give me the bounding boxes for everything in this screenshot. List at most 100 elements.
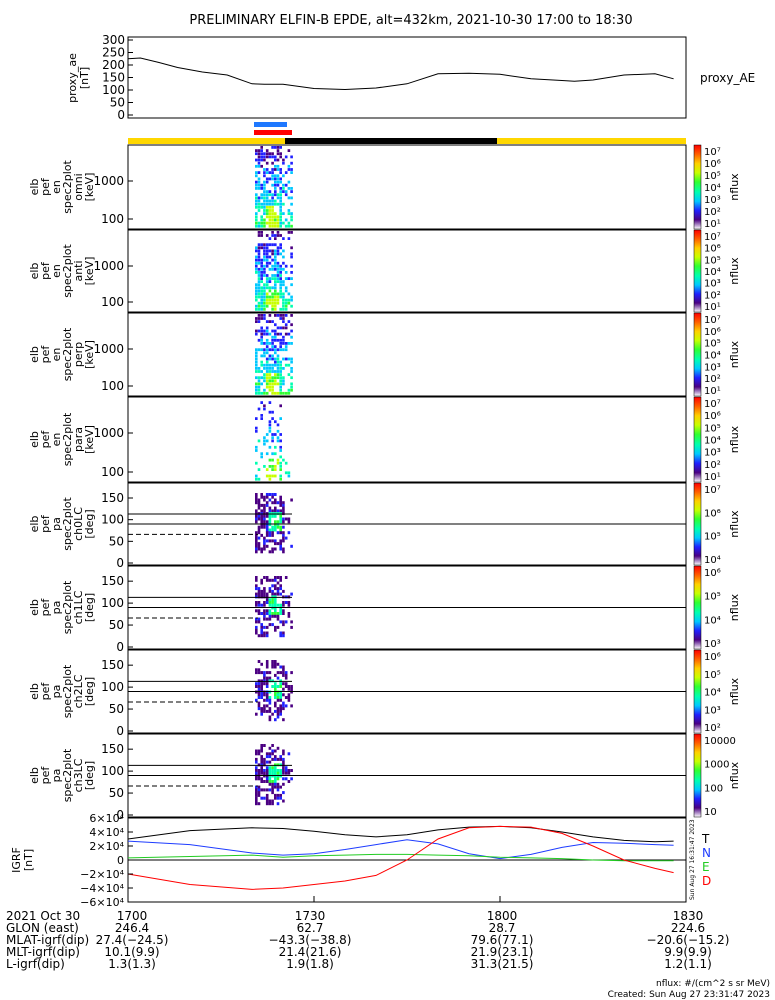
spectrogram-cell bbox=[257, 271, 261, 274]
spectrogram-cell bbox=[260, 332, 263, 336]
spectrogram-cell bbox=[268, 426, 272, 430]
colorbar-tick-label: 10⁶ bbox=[704, 568, 721, 579]
spectrogram-cell bbox=[284, 323, 288, 327]
spectrogram-cell bbox=[279, 592, 282, 596]
spectrogram-cell bbox=[274, 289, 277, 293]
spectrogram-cell bbox=[287, 298, 291, 302]
spectrogram-cell bbox=[271, 495, 274, 499]
spectrogram-cell bbox=[279, 177, 282, 181]
spectrogram-cell bbox=[284, 286, 288, 290]
spectrogram-cell bbox=[268, 598, 272, 602]
spectrogram-cell bbox=[265, 274, 269, 277]
spectrogram-cell bbox=[290, 304, 293, 308]
spectrogram-cell bbox=[260, 520, 263, 524]
spectrogram-cell bbox=[263, 391, 266, 395]
spectrogram-cell bbox=[279, 603, 282, 607]
spectrogram-cell bbox=[279, 212, 282, 215]
spectrogram-cell bbox=[268, 601, 272, 604]
spectrogram-cell bbox=[260, 277, 263, 280]
spectrogram-cell bbox=[271, 370, 274, 373]
spectrogram-cell bbox=[271, 757, 274, 761]
spectrogram-cell bbox=[271, 788, 274, 792]
spectrogram-cell bbox=[260, 314, 263, 317]
spectrogram-cell bbox=[268, 701, 272, 705]
spectrogram-cell bbox=[274, 258, 277, 262]
spectrogram-cell bbox=[282, 693, 285, 697]
spectrogram-cell bbox=[255, 609, 258, 613]
spectrogram-cell bbox=[268, 199, 272, 203]
spectrogram-cell bbox=[271, 382, 274, 386]
spectrogram-cell bbox=[271, 752, 274, 756]
spectrogram-cell bbox=[265, 261, 269, 265]
spectrogram-cell bbox=[284, 771, 288, 775]
spectrogram-cell bbox=[271, 662, 274, 666]
spectrogram-cell bbox=[265, 385, 269, 389]
spectrogram-cell bbox=[260, 414, 263, 417]
spectrogram-cell bbox=[274, 298, 277, 302]
spectrogram-cell bbox=[274, 177, 277, 181]
spectrogram-cell bbox=[276, 617, 280, 621]
spectrogram-cell bbox=[271, 525, 274, 529]
spectrogram-cell bbox=[271, 152, 274, 156]
spectrogram-cell bbox=[271, 215, 274, 219]
spectrogram-cell bbox=[268, 799, 272, 803]
spectrogram-cell bbox=[255, 292, 258, 296]
spectrogram-cell bbox=[268, 746, 272, 750]
spectrogram-cell bbox=[290, 388, 293, 392]
y-label-line: en bbox=[50, 180, 63, 194]
spectrogram-cell bbox=[263, 286, 266, 290]
spectrogram-cell bbox=[268, 373, 272, 376]
spectrogram-cell bbox=[271, 452, 274, 456]
spectrogram-cell bbox=[265, 501, 269, 505]
y-tick-label: 150 bbox=[101, 574, 124, 588]
spectrogram-cell bbox=[268, 509, 272, 513]
spectrogram-cell bbox=[263, 796, 266, 800]
spectrogram-cell bbox=[255, 329, 258, 333]
spectrogram-cell bbox=[263, 704, 266, 708]
spectrogram-cell bbox=[265, 202, 269, 206]
y-label-line: [keV] bbox=[83, 257, 96, 286]
spectrogram-cell bbox=[279, 631, 282, 635]
spectrogram-cell bbox=[255, 631, 258, 635]
spectrogram-cell bbox=[263, 780, 266, 783]
spectrogram-cell bbox=[271, 277, 274, 280]
spectrogram-cell bbox=[282, 749, 285, 753]
spectrogram-cell bbox=[276, 520, 280, 524]
spectrogram-cell bbox=[263, 442, 266, 446]
spectrogram-cell bbox=[268, 517, 272, 521]
y-tick-label: 2×10⁴ bbox=[89, 840, 124, 853]
spectrogram-cell bbox=[260, 749, 263, 753]
spectrogram-cell bbox=[271, 295, 274, 299]
spectrogram-cell bbox=[255, 595, 258, 599]
spectrogram-cell bbox=[274, 187, 277, 190]
spectrogram-cell bbox=[271, 231, 274, 234]
spectrogram-cell bbox=[265, 255, 269, 259]
footer-row-label: MLAT-igrf(dip) bbox=[6, 933, 89, 947]
spectrogram-cell bbox=[257, 498, 261, 502]
y-label-line: pef bbox=[39, 430, 52, 449]
spectrogram-cell bbox=[282, 326, 285, 330]
spectrogram-cell bbox=[255, 370, 258, 373]
spectrogram-cell bbox=[279, 445, 282, 449]
spectrogram-cell bbox=[279, 796, 282, 800]
spectrogram-cell bbox=[268, 609, 272, 613]
spectrogram-cell bbox=[279, 367, 282, 370]
spectrogram-cell bbox=[279, 696, 282, 699]
spectrogram-cell bbox=[290, 187, 293, 190]
spectrogram-cell bbox=[268, 267, 272, 271]
spectrogram-cell bbox=[260, 623, 263, 627]
spectrogram-cell bbox=[265, 332, 269, 336]
colorbar-tick-label: 10³ bbox=[704, 279, 721, 290]
spectrogram-cell bbox=[271, 589, 274, 593]
spectrogram-cell bbox=[271, 354, 274, 358]
spectrogram-cell bbox=[260, 360, 263, 364]
spectrogram-cell bbox=[263, 525, 266, 529]
spectrogram-cell bbox=[274, 335, 277, 339]
spectrogram-cell bbox=[271, 802, 274, 806]
spectrogram-cell bbox=[263, 682, 266, 686]
spectrogram-cell bbox=[255, 749, 258, 753]
spectrogram-cell bbox=[268, 766, 272, 770]
spectrogram-cell bbox=[268, 348, 272, 352]
spectrogram-cell bbox=[260, 158, 263, 162]
spectrogram-cell bbox=[284, 391, 288, 395]
